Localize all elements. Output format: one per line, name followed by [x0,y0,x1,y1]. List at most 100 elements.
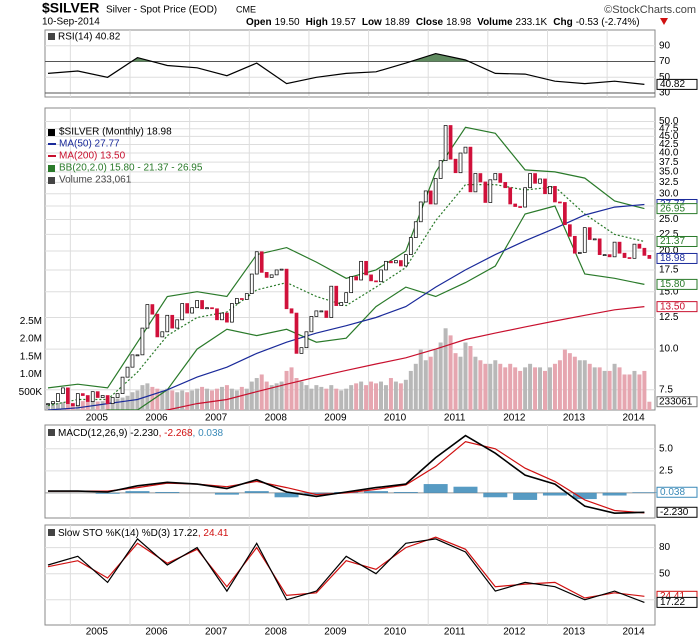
last-value-box [656,235,698,247]
last-value-box [656,596,698,608]
last-value-label: 15.80 [660,279,685,290]
quote-value: 19.50 [275,17,300,28]
volume-bar [185,392,190,410]
legend-label: , 0.038 [193,428,224,439]
series-line [104,205,645,410]
candle [607,254,612,258]
volume-bar [473,356,478,410]
x-tick-label: 2007 [205,627,228,638]
candle [110,397,115,404]
legend: MACD(12,26,9) -2.230, -2.268, 0.038 [58,428,224,439]
volume-bar [125,395,130,410]
series-line [47,203,645,410]
x-tick-label: 2013 [563,627,586,638]
volume-bar [523,367,528,410]
volume-bar [602,370,607,410]
x-tick-label: 2011 [444,413,466,424]
volume-tick-label: 1.0M [20,369,42,380]
x-tick-label: 2009 [324,627,347,638]
candle [349,276,354,294]
quote: Open 19.50 High 19.57 Low 18.89 Close 18.98 Volu… [246,17,640,28]
volume-tick-label: 2.5M [20,316,42,327]
volume-bar [279,381,284,410]
volume-bar [214,388,219,410]
last-value-label: 24.41 [660,591,685,602]
candle [632,243,637,259]
candle [523,187,527,208]
volume-bar [319,386,324,410]
volume-bar [160,390,165,410]
x-tick-label: 2011 [444,627,466,638]
candle [185,303,190,314]
candle [264,272,269,278]
legend-swatch [48,33,55,40]
x-tick-label: 2014 [622,627,645,638]
volume-bar [359,381,364,410]
legend-label: Slow STO %K(14) %D(3) 17.22 [58,528,198,539]
y-tick-label: 37.5 [659,157,679,168]
quote-value: 18.89 [385,17,410,28]
candle [548,186,552,195]
candle [329,285,334,318]
candle [115,393,120,398]
volume-bar [200,386,205,410]
series-line [48,434,645,515]
y-tick-label: 30 [659,88,671,99]
volume-bar [364,385,369,410]
sto-panel [44,524,656,626]
legend-label: MA(200) 13.50 [59,151,126,162]
volume-bar [289,367,294,410]
candle [354,276,358,281]
volume-bar [105,400,110,410]
volume-bar [304,385,309,410]
candle [473,173,478,193]
candle [438,160,443,179]
y-tick-label: 50 [659,72,671,83]
candle [284,268,289,310]
candle [642,247,647,256]
candle [130,354,135,368]
histogram-bar [244,491,269,493]
candle [51,401,55,404]
candle [150,304,155,315]
volume-bar [428,356,433,410]
volume-bar [378,381,383,410]
y-tick-label: 15.0 [659,286,679,297]
volume-bar [344,388,349,410]
volume-bar [50,403,55,410]
volume-bar [403,379,408,410]
volume-bar [299,381,304,410]
histogram-bar [423,484,448,493]
candle [572,235,577,254]
y-tick-label: 90 [659,40,671,51]
quote-label: Close [416,17,444,28]
histogram-bar [364,491,389,493]
histogram-bar [304,492,329,495]
volume-bar [95,401,100,410]
candle [239,298,244,300]
series-line [47,184,645,407]
legend-label: MA(50) 27.77 [59,139,120,150]
volume-bar [244,388,249,410]
volume-bar [46,404,50,410]
y-tick-label: 10.0 [659,344,679,355]
candle [364,260,368,276]
candle [66,387,70,404]
candle [299,347,304,354]
volume-bar [254,378,259,410]
candle [403,254,408,267]
candle [428,190,433,205]
volume-bar [264,381,269,410]
candle [230,303,234,323]
legend-swatch [48,529,55,536]
candle [195,300,199,309]
candle [528,173,532,189]
quote-value: 18.98 [446,17,471,28]
volume-bar [612,363,617,410]
candle [587,227,592,240]
volume-bar [170,390,175,410]
candle [324,310,329,318]
candle [235,298,239,304]
last-value-label: -2.230 [660,507,689,518]
y-tick-label: 5.0 [659,443,673,454]
